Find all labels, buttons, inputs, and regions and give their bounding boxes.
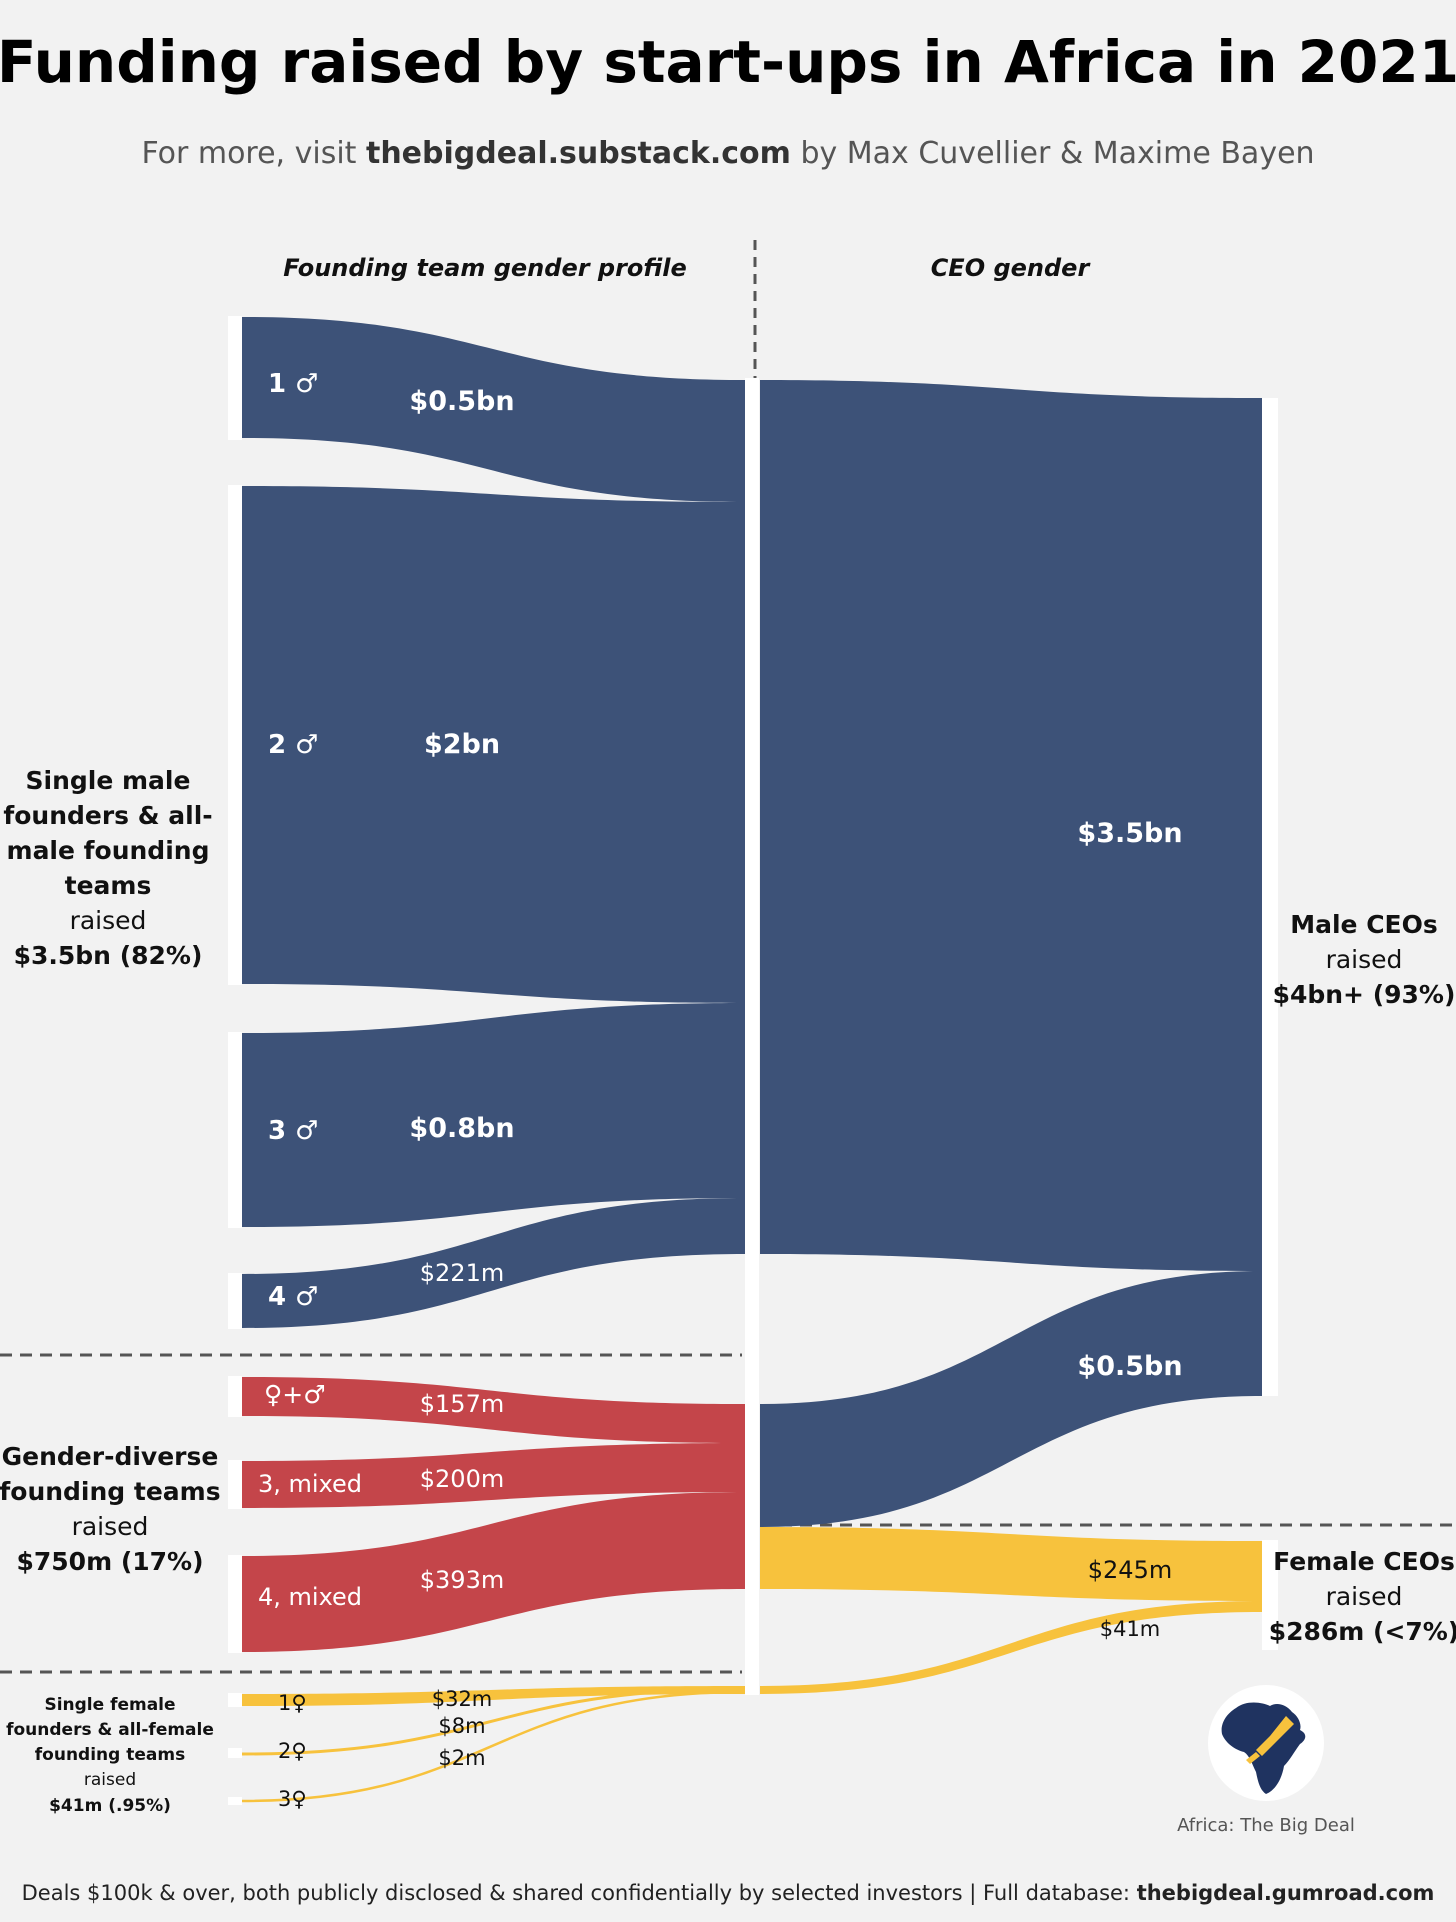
node-bar-3-male bbox=[228, 1032, 242, 1228]
node-bar-3-mixed bbox=[228, 1460, 242, 1509]
node-label-3-male: 3 ♂ bbox=[268, 1116, 318, 1146]
rocket-icon bbox=[1246, 1716, 1294, 1764]
group-male-line-3: male founding bbox=[7, 836, 210, 865]
group-summary-male: Single male founders & all- male foundin… bbox=[3, 766, 212, 970]
group-summary-female: Single female founders & all-female foun… bbox=[6, 1695, 214, 1816]
right-node-bar-female bbox=[1262, 1540, 1278, 1650]
node-bar-2-female bbox=[228, 1748, 242, 1758]
flow-male-team-to-male-ceo bbox=[760, 380, 1262, 1271]
node-label-1-male: 1 ♂ bbox=[268, 369, 318, 399]
value-label-male-ceo-mixed: $0.5bn bbox=[1077, 1351, 1182, 1382]
chart-title: Funding raised by start-ups in Africa in… bbox=[0, 28, 1456, 96]
flow-1-female bbox=[242, 1686, 745, 1706]
value-label-fm: $157m bbox=[420, 1390, 504, 1418]
group-female-line-3: founding teams bbox=[35, 1745, 185, 1765]
ceo-male-amount: $4bn+ (93%) bbox=[1273, 980, 1456, 1009]
value-label-male-ceo-main: $3.5bn bbox=[1077, 818, 1182, 849]
ceo-female-name: Female CEOs bbox=[1273, 1547, 1455, 1576]
flows-right bbox=[760, 380, 1262, 1694]
flow-1-male bbox=[242, 317, 745, 502]
value-label-1-male: $0.5bn bbox=[409, 386, 514, 417]
group-male-line-4: teams bbox=[65, 871, 152, 900]
node-label-3-female: 3♀ bbox=[278, 1787, 307, 1811]
group-female-line-2: founders & all-female bbox=[6, 1720, 214, 1740]
node-bar-4-mixed bbox=[228, 1555, 242, 1653]
right-value-labels: $3.5bn $0.5bn $245m $41m bbox=[1077, 818, 1182, 1641]
flow-female-team-to-female-ceo bbox=[760, 1601, 1262, 1694]
value-label-1-female: $32m bbox=[432, 1687, 493, 1711]
group-mixed-line-1: Gender-diverse bbox=[2, 1442, 219, 1471]
group-male-raised: raised bbox=[70, 906, 147, 935]
flow-4-mixed bbox=[242, 1492, 745, 1652]
left-node-bars bbox=[228, 316, 1278, 1805]
group-male-line-2: founders & all- bbox=[3, 801, 212, 830]
logo-caption: Africa: The Big Deal bbox=[1177, 1815, 1355, 1836]
flow-3-male bbox=[242, 1003, 745, 1227]
group-female-line-1: Single female bbox=[44, 1695, 175, 1715]
group-male-line-1: Single male bbox=[26, 766, 191, 795]
footer-note: Deals $100k & over, both publicly disclo… bbox=[22, 1881, 1435, 1906]
chart-subtitle: For more, visit thebigdeal.substack.com … bbox=[141, 136, 1314, 171]
subtitle-prefix: For more, visit bbox=[141, 136, 366, 171]
header-founding-team: Founding team gender profile bbox=[283, 254, 687, 282]
value-label-2-male: $2bn bbox=[424, 729, 500, 760]
group-female-amount: $41m (.95%) bbox=[49, 1796, 171, 1816]
node-bar-4-male bbox=[228, 1273, 242, 1329]
ceo-summary-male: Male CEOs raised $4bn+ (93%) bbox=[1273, 910, 1456, 1009]
footer-text: Deals $100k & over, both publicly disclo… bbox=[22, 1881, 1137, 1906]
left-node-labels: 1 ♂ 2 ♂ 3 ♂ 4 ♂ ♀+♂ 3, mixed 4, mixed 1♀… bbox=[258, 369, 362, 1811]
right-node-bar-male bbox=[1262, 398, 1278, 1396]
africa-big-deal-logo: Africa: The Big Deal bbox=[1177, 1685, 1355, 1836]
header-ceo-gender: CEO gender bbox=[931, 254, 1092, 282]
ceo-female-amount: $286m (<7%) bbox=[1269, 1617, 1456, 1646]
flow-3-mixed bbox=[242, 1443, 745, 1508]
node-label-2-male: 2 ♂ bbox=[268, 730, 318, 760]
node-label-2-female: 2♀ bbox=[278, 1739, 307, 1763]
value-label-female-ceo-female: $41m bbox=[1100, 1617, 1161, 1641]
group-summary-mixed: Gender-diverse founding teams raised $75… bbox=[0, 1442, 221, 1576]
group-mixed-line-2: founding teams bbox=[0, 1477, 221, 1506]
group-female-raised: raised bbox=[84, 1770, 136, 1790]
node-bar-2-male bbox=[228, 485, 242, 985]
flow-3-female bbox=[241, 1690, 746, 1803]
node-bar-3-female bbox=[228, 1797, 242, 1805]
value-label-4-mixed: $393m bbox=[420, 1566, 504, 1594]
flow-2-female bbox=[241, 1687, 746, 1756]
subtitle-suffix: by Max Cuvellier & Maxime Bayen bbox=[791, 136, 1315, 171]
middle-node-bar bbox=[745, 378, 759, 1695]
node-label-1-female: 1♀ bbox=[278, 1691, 307, 1715]
value-label-4-male: $221m bbox=[420, 1259, 504, 1287]
node-bar-1-female bbox=[228, 1693, 242, 1707]
ceo-male-name: Male CEOs bbox=[1290, 910, 1438, 939]
node-label-4-mixed: 4, mixed bbox=[258, 1583, 362, 1611]
subtitle-link[interactable]: thebigdeal.substack.com bbox=[366, 136, 791, 171]
ceo-female-raised: raised bbox=[1326, 1582, 1403, 1611]
flow-4-male bbox=[242, 1198, 745, 1328]
value-label-3-female: $2m bbox=[438, 1746, 485, 1770]
flows-left bbox=[241, 317, 746, 1803]
flow-2-male bbox=[242, 486, 745, 1003]
ceo-male-raised: raised bbox=[1326, 945, 1403, 974]
footer-link[interactable]: thebigdeal.gumroad.com bbox=[1137, 1881, 1435, 1905]
flow-mixed-to-female-ceo bbox=[760, 1527, 1262, 1601]
value-label-2-female: $8m bbox=[438, 1714, 485, 1738]
value-label-female-ceo-mixed: $245m bbox=[1088, 1556, 1172, 1584]
flow-fm bbox=[242, 1377, 745, 1443]
node-bar-fm bbox=[228, 1376, 242, 1417]
group-male-amount: $3.5bn (82%) bbox=[14, 941, 203, 970]
flow-mixed-to-male-ceo bbox=[760, 1271, 1262, 1527]
node-label-4-male: 4 ♂ bbox=[268, 1282, 318, 1312]
node-label-3-mixed: 3, mixed bbox=[258, 1470, 362, 1498]
group-mixed-amount: $750m (17%) bbox=[16, 1547, 203, 1576]
value-label-3-male: $0.8bn bbox=[409, 1113, 514, 1144]
ceo-summary-female: Female CEOs raised $286m (<7%) bbox=[1269, 1547, 1456, 1646]
left-value-labels: $0.5bn $2bn $0.8bn $221m $157m $200m $39… bbox=[409, 386, 514, 1770]
node-label-fm: ♀+♂ bbox=[264, 1380, 326, 1409]
group-mixed-raised: raised bbox=[72, 1512, 149, 1541]
value-label-3-mixed: $200m bbox=[420, 1465, 504, 1493]
node-bar-1-male bbox=[228, 316, 242, 440]
